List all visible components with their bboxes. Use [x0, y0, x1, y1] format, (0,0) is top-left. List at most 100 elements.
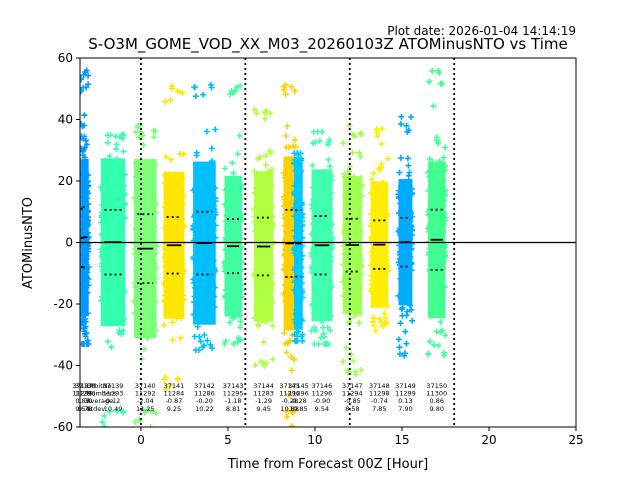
orbit-stat-4-1: 11284 [164, 390, 185, 398]
orbit-stats-0: 37137 11295 0.85 9.54 [72, 382, 93, 413]
orbit-stats-8: 37145 11296 -0.28 10.88 [279, 382, 300, 413]
orbit-stat-4-3: 9.25 [167, 405, 181, 413]
chart-title: S-O3M_GOME_VOD_XX_M03_20260103Z ATOMinus… [88, 35, 567, 54]
y-tick-label-5: 40 [58, 113, 73, 127]
orbit-scatter-13 [395, 113, 416, 359]
x-axis-label: Time from Forecast 00Z [Hour] [227, 457, 429, 472]
orbit-stat-11-1: 11294 [342, 390, 363, 398]
orbit-stat-0-0: 37137 [72, 382, 93, 390]
orbit-stat-9-1: 11296 [288, 390, 309, 398]
orbit-stat-9-0: 37145 [288, 382, 309, 390]
orbit-stat-14-3: 9.80 [430, 405, 444, 413]
orbit-stat-5-1: 11286 [194, 390, 215, 398]
orbit-stats-9: 37145 11296 -0.28 10.85 [288, 382, 309, 413]
orbit-stat-7-0: 37144 [253, 382, 274, 390]
orbit-stat-14-2: 0.86 [430, 397, 444, 405]
orbit-points-3 [131, 122, 160, 427]
orbit-stat-12-0: 37148 [369, 382, 390, 390]
orbit-points-14 [425, 67, 449, 359]
orbit-stat-14-1: 11300 [426, 390, 447, 398]
orbit-stat-12-1: 11298 [369, 390, 390, 398]
orbit-scatter-4 [160, 83, 188, 392]
orbit-stat-1-3: 9.78 [78, 405, 92, 413]
orbit-stat-6-2: -1.18 [225, 397, 242, 405]
orbit-stat-6-1: 11295 [223, 390, 244, 398]
orbit-stat-8-2: -0.28 [281, 397, 298, 405]
orbit-stats-7: 37144 11283 -1.29 9.45 [253, 382, 274, 413]
orbit-scatter-7 [251, 106, 276, 369]
axis-layer: 0 5 10 15 20 25 -60 -40 -20 0 20 40 60 [53, 51, 583, 447]
orbit-stat-10-0: 37146 [312, 382, 333, 390]
stats-legend-label-1: Numbers [86, 390, 116, 398]
orbit-stats-2: 37139 11293 0.12 10.49 [103, 382, 124, 413]
orbit-stat-10-3: 9.54 [315, 405, 329, 413]
orbit-stat-4-0: 37141 [164, 382, 185, 390]
y-tick-label-3: 0 [65, 236, 73, 250]
orbit-scatter-11 [340, 122, 365, 378]
orbit-points-6 [221, 82, 245, 347]
orbit-points-13 [395, 113, 416, 359]
orbit-points-7 [251, 106, 276, 369]
orbit-scatter-5 [190, 81, 219, 354]
orbit-points-1 [80, 67, 92, 347]
orbit-stat-9-3: 10.85 [289, 405, 308, 413]
orbit-points-4 [160, 83, 188, 392]
orbit-stat-8-0: 37145 [279, 382, 300, 390]
orbit-stat-7-3: 9.45 [256, 405, 270, 413]
orbit-stat-0-3: 9.54 [75, 405, 89, 413]
orbit-stats-1: 37138 11296 1.70 9.78 [75, 382, 96, 413]
orbit-stats-14: 37150 11300 0.86 9.80 [426, 382, 447, 413]
orbit-points-2 [97, 131, 129, 427]
orbit-stat-1-0: 37138 [75, 382, 96, 390]
orbit-stat-11-2: -0.85 [344, 397, 361, 405]
orbit-stat-2-0: 37139 [103, 382, 124, 390]
y-tick-label-0: -60 [53, 420, 73, 434]
orbit-stat-1-2: 1.70 [78, 397, 92, 405]
orbit-stat-3-0: 37140 [135, 382, 156, 390]
orbit-stat-5-2: -0.20 [196, 397, 213, 405]
orbit-stat-7-1: 11283 [253, 390, 274, 398]
orbit-points-5 [190, 81, 219, 354]
orbit-stat-7-2: -1.29 [255, 397, 272, 405]
orbit-stats-5: 37142 11286 -0.20 10.22 [194, 382, 215, 413]
x-tick-label-2: 10 [307, 433, 322, 447]
orbit-stat-13-2: 0.13 [398, 397, 412, 405]
orbit-stat-3-1: 11292 [135, 390, 156, 398]
orbit-stats-10: 37146 11296 -0.90 9.54 [312, 382, 333, 413]
orbit-scatter-14 [425, 67, 449, 359]
scatter-layer [80, 67, 449, 427]
stats-legend-label-3: Stdev [86, 405, 105, 413]
orbit-stat-6-0: 37143 [223, 382, 244, 390]
orbit-stat-9-2: -0.28 [290, 397, 307, 405]
orbit-stat-11-3: 8.58 [345, 405, 359, 413]
y-tick-label-6: 60 [58, 51, 73, 65]
orbit-stats-3: 37140 11292 -2.04 11.25 [135, 382, 156, 413]
orbit-points-12 [367, 125, 391, 334]
orbit-stat-12-2: -0.74 [371, 397, 388, 405]
orbit-stat-2-1: 11293 [103, 390, 124, 398]
orbit-stat-13-1: 11299 [395, 390, 416, 398]
orbit-stats-6: 37143 11295 -1.18 8.81 [223, 382, 244, 413]
x-tick-label-4: 20 [481, 433, 496, 447]
orbit-stat-4-2: -0.87 [166, 397, 183, 405]
orbit-stat-2-3: 10.49 [104, 405, 123, 413]
orbit-stat-10-2: -0.90 [313, 397, 330, 405]
x-tick-label-5: 25 [568, 433, 583, 447]
orbit-stat-0-2: 0.85 [75, 397, 89, 405]
orbit-stat-3-3: 11.25 [136, 405, 155, 413]
x-tick-label-0: 0 [137, 433, 145, 447]
orbit-stats-13: 37149 11299 0.13 7.90 [395, 382, 416, 413]
orbit-stats-12: 37148 11298 -0.74 7.85 [369, 382, 390, 413]
orbit-stat-12-3: 7.85 [372, 405, 386, 413]
y-axis-label: ATOMinusNTO [21, 197, 36, 289]
orbit-scatter-6 [221, 82, 245, 347]
orbit-stat-5-0: 37142 [194, 382, 215, 390]
orbit-stat-6-3: 8.81 [226, 405, 240, 413]
orbit-stat-11-0: 37147 [342, 382, 363, 390]
orbit-stat-13-0: 37149 [395, 382, 416, 390]
orbit-scatter-12 [367, 125, 391, 334]
y-tick-label-1: -40 [53, 359, 73, 373]
y-tick-label-4: 20 [58, 174, 73, 188]
marks-layer [80, 206, 443, 284]
